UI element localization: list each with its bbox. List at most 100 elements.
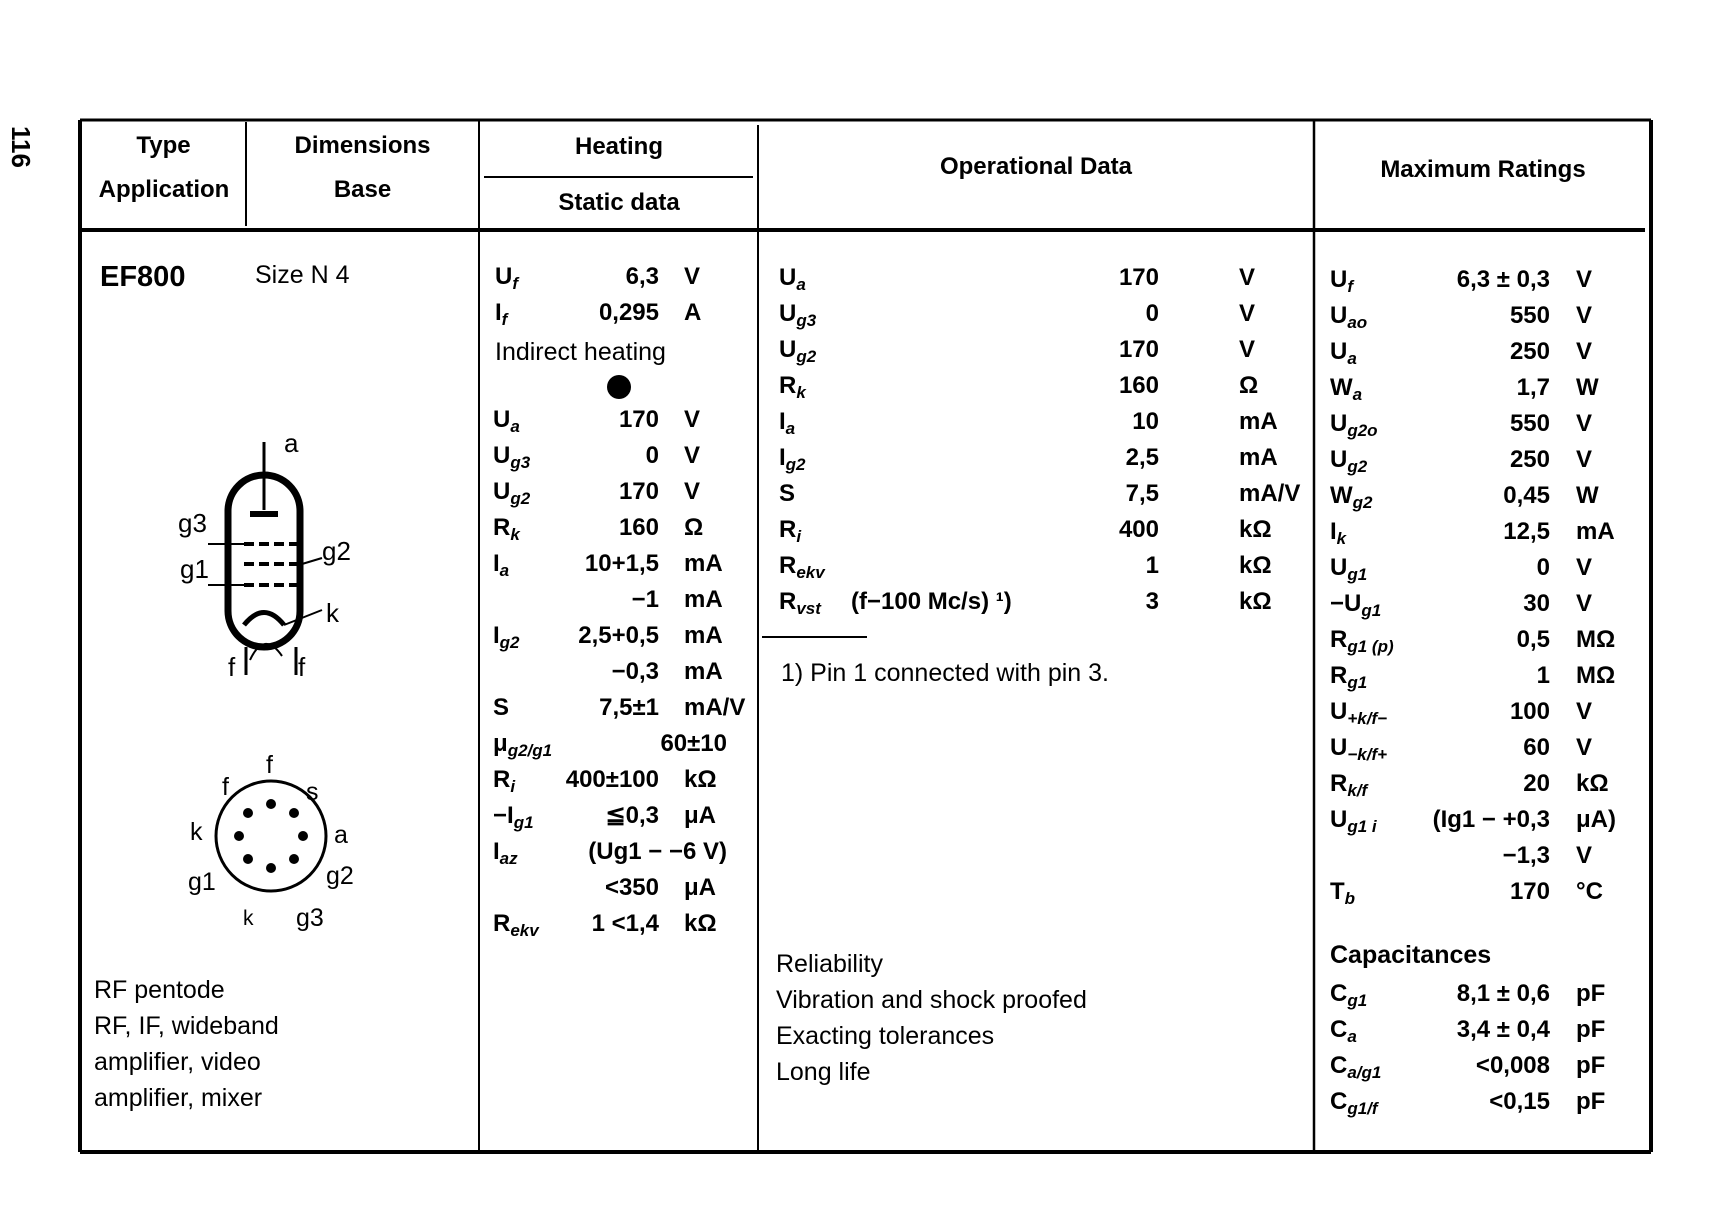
symbol-letter: U [1330,734,1348,761]
symbol-subscript: k [510,525,520,544]
symbol-letter: R [779,372,797,399]
value: 0 [1145,300,1159,327]
symbol: Ia [493,549,509,579]
symbol-subscript: ekv [796,563,825,582]
unit: kΩ [1239,588,1272,615]
unit: mA [684,622,723,649]
maximum-row: Uao 550 V [1330,301,1656,337]
symbol: Rg1 [1330,661,1367,691]
value: <350 [604,874,659,901]
unit: V [1576,734,1593,761]
symbol-letter: R [779,588,797,615]
unit: V [684,442,701,469]
value: 250 [1509,338,1550,365]
header-static-data: Static data [558,189,680,216]
header-type: Type [136,132,191,159]
symbol-subscript: k/f [1347,781,1368,800]
value: 7,5 [1125,480,1159,507]
symbol: Rk [493,513,520,543]
base-label-k1: k [190,818,203,846]
operational-row: Ia 10 mA [779,407,1319,443]
base-label-f2: f [266,751,273,779]
symbol-letter: I [495,299,502,326]
symbol-letter: S [779,480,796,507]
symbol: Ca [1330,1015,1357,1045]
application-line: RF pentode [94,976,225,1004]
unit: V [684,478,701,505]
unit: W [1576,482,1599,509]
value: 8,1 ± 0,6 [1456,980,1550,1007]
base-label-g1: g1 [188,868,216,896]
symbol-subscript: g1 [1347,991,1368,1010]
symbol-letter: U [1330,806,1348,833]
symbol-subscript: f [501,310,508,329]
unit: pF [1576,1016,1606,1043]
symbol: Ug2 [1330,445,1367,475]
unit: mA/V [1239,480,1301,507]
symbol-subscript: a [796,275,806,294]
base-label-g3: g3 [296,904,324,932]
reliability-line: Reliability [776,950,883,978]
value: 100 [1509,698,1550,725]
operational-row: Ug2 170 V [779,335,1319,371]
heating-row: Uf 6,3 V [495,262,764,298]
symbol-subscript: ekv [510,921,539,940]
value: 30 [1523,590,1550,617]
symbol-subscript: k [796,383,806,402]
symbol-subscript: g2 [510,489,531,508]
symbol-letter: I [779,444,786,471]
maximum-row: Rg1 1 MΩ [1330,661,1656,697]
symbol-letter: T [1330,878,1345,905]
operational-row: Rk 160 Ω [779,371,1319,407]
value: 10 [1132,408,1159,435]
unit: μA) [1576,806,1617,833]
unit: μA [684,802,717,829]
symbol-letter: U [1330,554,1348,581]
static-row: −1 mA [493,585,764,621]
tube-size: Size N 4 [255,261,350,289]
symbol-letter: R [779,552,797,579]
maximum-row: Rk/f 20 kΩ [1330,769,1656,805]
symbol-letter: R [493,766,511,793]
static-row: Rk 160 Ω [493,513,764,549]
value: 170 [618,406,659,433]
reliability-line: Exacting tolerances [776,1022,995,1050]
symbol: U+k/f− [1330,697,1387,727]
header-maximum-ratings: Maximum Ratings [1380,156,1586,183]
symbol: Ik [1330,517,1346,547]
symbol: Uao [1330,301,1367,331]
header-heating: Heating [574,133,663,160]
static-row: Ua 170 V [493,405,764,441]
symbol-subscript: g2/g1 [507,741,553,760]
tube-label-g1: g1 [180,554,209,584]
symbol: Rekv [779,551,825,581]
unit: V [1576,338,1593,365]
symbol: Iaz [493,837,518,867]
symbol-subscript: g2 [1347,457,1368,476]
static-row: <350 μA [493,873,764,909]
symbol: Ug2 [779,335,816,365]
reliability-line: Long life [776,1058,871,1086]
symbol-letter: R [1330,770,1348,797]
value: 20 [1523,770,1550,797]
static-row: Ig2 2,5+0,5 mA [493,621,764,657]
value: 3 [1145,588,1159,615]
value: 400±100 [565,766,659,793]
base-label-s: s [306,778,319,806]
value: 400 [1118,516,1159,543]
symbol-subscript: a [1347,349,1357,368]
symbol: Cg1 [1330,979,1367,1009]
symbol-subscript: k [1336,529,1347,548]
symbol: U−k/f+ [1330,733,1387,763]
unit: A [684,299,702,326]
value: 160 [618,514,659,541]
header-application: Application [98,176,230,203]
value: 6,3 ± 0,3 [1456,266,1550,293]
symbol-subscript: f [1347,277,1354,296]
tube-type: EF800 [100,261,186,293]
tube-label-g2: g2 [322,536,351,566]
unit: V [1239,336,1256,363]
value: (Ug1 − −6 V) [588,838,727,865]
symbol-subscript: g1 i [1347,817,1377,836]
